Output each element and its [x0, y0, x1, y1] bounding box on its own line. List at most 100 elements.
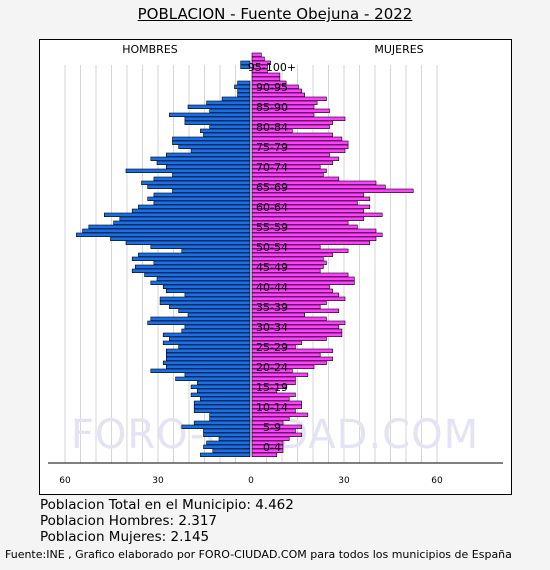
bar-women — [251, 156, 340, 162]
bar-women — [251, 92, 306, 98]
bar-women — [251, 132, 333, 138]
bar-men — [113, 220, 251, 226]
bar-women — [251, 168, 327, 174]
x-tick-label: 0 — [248, 476, 254, 486]
chart-frame: HOMBRESMUJERESFORO-CIUDAD.COM0-45-910-14… — [39, 39, 512, 495]
bar-men — [175, 376, 251, 382]
x-tick-label: 30 — [338, 476, 350, 486]
bar-men — [150, 368, 251, 374]
bar-men — [147, 184, 251, 190]
bar-men — [181, 248, 251, 254]
bar-men — [209, 124, 251, 130]
bar-men — [178, 344, 251, 350]
bar-men — [193, 420, 251, 426]
bar-men — [200, 128, 251, 134]
bar-men — [237, 80, 251, 86]
age-group-label: 95-100+ — [248, 61, 296, 74]
age-group-label: 50-54 — [256, 241, 288, 254]
bar-men — [184, 372, 251, 378]
bar-men — [162, 284, 251, 290]
age-group-label: 5-9 — [263, 421, 281, 434]
bar-men — [125, 240, 251, 246]
bar-men — [209, 412, 251, 418]
age-group-label: 10-14 — [256, 401, 288, 414]
age-group-label: 20-24 — [256, 361, 288, 374]
bar-women — [251, 164, 321, 170]
bar-men — [141, 180, 251, 186]
bar-men — [209, 416, 251, 422]
bar-men — [240, 60, 251, 66]
bar-men — [206, 440, 251, 446]
age-group-label: 90-95 — [256, 81, 288, 94]
bar-men — [172, 172, 251, 178]
bar-men — [131, 208, 251, 214]
age-group-label: 40-44 — [256, 281, 288, 294]
age-group-label: 70-74 — [256, 161, 288, 174]
bar-men — [159, 300, 251, 306]
bar-men — [144, 272, 251, 278]
men-header: HOMBRES — [122, 43, 178, 56]
bar-men — [76, 232, 251, 238]
bar-men — [153, 176, 251, 182]
bar-men — [218, 436, 251, 442]
age-group-label: 35-39 — [256, 301, 288, 314]
x-tick-label: 60 — [59, 476, 71, 486]
bar-men — [147, 196, 251, 202]
bar-women — [251, 128, 293, 134]
bar-men — [190, 148, 251, 154]
bar-men — [190, 384, 251, 390]
bar-women — [251, 104, 315, 110]
bar-men — [135, 264, 251, 270]
bar-men — [153, 200, 251, 206]
bar-men — [138, 204, 251, 210]
source-note: Fuente:INE , Grafico elaborado por FORO-… — [5, 548, 512, 561]
bar-men — [150, 244, 251, 250]
bar-men — [169, 304, 251, 310]
bar-women — [251, 140, 349, 146]
bar-men — [184, 292, 251, 298]
age-group-label: 65-69 — [256, 181, 288, 194]
bar-men — [104, 212, 251, 218]
bar-men — [212, 448, 251, 454]
bar-men — [166, 288, 251, 294]
bar-women — [251, 144, 349, 150]
bar-men — [119, 216, 251, 222]
bar-men — [193, 400, 251, 406]
bar-men — [88, 224, 251, 230]
bar-women — [251, 88, 302, 94]
bar-men — [206, 100, 251, 106]
x-tick-label: 30 — [152, 476, 164, 486]
bar-women — [251, 76, 281, 82]
bar-women — [251, 136, 343, 142]
bar-men — [181, 328, 251, 334]
bar-men — [166, 352, 251, 358]
bar-men — [178, 144, 251, 150]
bar-women — [251, 120, 333, 126]
bar-men — [156, 276, 251, 282]
bar-women — [251, 148, 346, 154]
bar-women — [251, 100, 318, 106]
age-group-label: 25-29 — [256, 341, 288, 354]
bar-men — [181, 424, 251, 430]
bar-men — [172, 140, 251, 146]
bar-men — [200, 452, 251, 458]
men-population: Poblacion Hombres: 2.317 — [40, 513, 218, 529]
bar-men — [203, 132, 251, 138]
bar-men — [184, 120, 251, 126]
bar-men — [203, 428, 251, 434]
bar-men — [166, 348, 251, 354]
bar-men — [169, 112, 251, 118]
bar-men — [166, 164, 251, 170]
age-group-label: 45-49 — [256, 261, 288, 274]
bar-men — [159, 296, 251, 302]
bar-men — [150, 280, 251, 286]
age-group-label: 55-59 — [256, 221, 288, 234]
bar-men — [193, 404, 251, 410]
bar-men — [131, 268, 251, 274]
bar-men — [162, 340, 251, 346]
bar-women — [251, 160, 333, 166]
bar-men — [193, 408, 251, 414]
bar-men — [178, 308, 251, 314]
bar-women — [251, 152, 330, 158]
bar-men — [162, 332, 251, 338]
